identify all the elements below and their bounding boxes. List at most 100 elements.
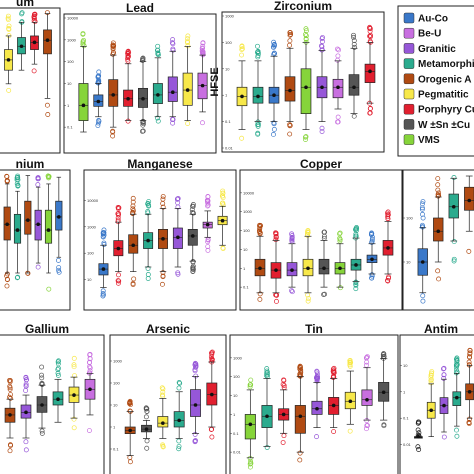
box-1: [4, 377, 16, 454]
box-2: [17, 10, 26, 71]
outlier-point: [273, 230, 279, 236]
outlier-point: [144, 406, 149, 412]
mean-point: [193, 403, 198, 407]
box-9: [217, 188, 228, 251]
y-tick-label: 10: [403, 363, 408, 368]
outlier-point: [314, 368, 320, 374]
box-1: [124, 398, 136, 465]
outlier-point: [155, 47, 161, 53]
outlier-point: [6, 26, 12, 32]
mean-point: [72, 393, 76, 397]
outlier-point: [287, 131, 293, 137]
y-tick-label: 100: [67, 59, 74, 64]
mean-point: [176, 235, 180, 240]
outlier-point: [160, 443, 166, 449]
outlier-point: [116, 272, 121, 278]
mean-point: [436, 229, 441, 234]
outlier-point: [23, 439, 29, 445]
outlier-point: [96, 118, 102, 124]
box-4: [43, 10, 52, 117]
outlier-point: [15, 182, 21, 188]
outlier-point: [110, 46, 116, 52]
outlier-point: [335, 53, 341, 59]
outlier-point: [367, 25, 373, 31]
outlier-point: [303, 134, 309, 140]
outlier-point: [257, 223, 263, 229]
outlier-point: [160, 194, 166, 199]
outlier-point: [32, 19, 38, 24]
box-6: [172, 196, 183, 277]
outlier-point: [71, 425, 77, 431]
outlier-point: [160, 273, 166, 279]
outlier-point: [100, 230, 106, 236]
outlier-point: [176, 446, 182, 452]
legend-label: Metamorphi: [418, 59, 474, 70]
mean-point: [161, 421, 165, 425]
outlier-point: [200, 51, 206, 57]
outlier-point: [351, 113, 357, 119]
outlier-point: [190, 264, 196, 270]
outlier-point: [193, 364, 199, 370]
box-5: [68, 355, 80, 431]
panel-title: um: [16, 0, 34, 9]
mean-point: [156, 93, 160, 97]
outlier-point: [193, 438, 199, 444]
outlier-point: [466, 359, 472, 365]
outlier-point: [416, 419, 421, 425]
y-tick-label: 1000: [67, 37, 77, 42]
mean-point: [19, 44, 24, 49]
outlier-point: [125, 56, 130, 62]
outlier-point: [303, 36, 309, 42]
outlier-point: [305, 228, 311, 234]
outlier-point: [170, 120, 176, 126]
outlier-point: [189, 210, 195, 215]
outlier-point: [46, 174, 52, 180]
mean-point: [210, 392, 214, 397]
outlier-point: [419, 205, 425, 211]
y-tick-label: 0.01: [403, 442, 412, 447]
outlier-point: [7, 448, 13, 454]
box-5: [44, 173, 53, 292]
outlier-point: [46, 286, 52, 292]
outlier-point: [306, 296, 311, 302]
outlier-point: [337, 285, 343, 291]
outlier-point: [281, 378, 287, 383]
outlier-point: [451, 256, 457, 262]
mean-point: [288, 88, 292, 93]
outlier-point: [205, 197, 211, 203]
box-4: [143, 199, 154, 281]
mean-point: [116, 246, 121, 251]
outlier-point: [192, 362, 198, 368]
box-7: [344, 357, 356, 434]
outlier-point: [247, 461, 253, 467]
outlier-point: [45, 112, 51, 117]
mean-point: [46, 228, 51, 232]
outlier-point: [177, 380, 183, 386]
outlier-point: [240, 46, 245, 52]
y-tick-label: 100: [233, 374, 240, 379]
mean-point: [131, 243, 136, 248]
mean-point: [146, 238, 150, 243]
outlier-point: [466, 248, 472, 254]
iqr-box: [300, 68, 312, 115]
outlier-point: [454, 369, 460, 375]
mean-point: [306, 266, 310, 271]
iqr-box: [364, 63, 376, 83]
outlier-point: [23, 388, 29, 393]
outlier-point: [428, 378, 434, 383]
outlier-point: [71, 362, 77, 368]
outlier-point: [14, 177, 20, 183]
outlier-point: [351, 38, 357, 44]
outlier-point: [205, 200, 211, 206]
outlier-point: [248, 377, 254, 383]
box-5: [465, 347, 474, 426]
outlier-point: [190, 203, 195, 209]
mean-point: [336, 85, 340, 90]
mean-point: [161, 237, 165, 241]
outlier-point: [335, 114, 341, 120]
y-tick-label: 0.1: [403, 416, 409, 421]
panel-5: 10 100 1000 10000 Manganese: [83, 157, 237, 311]
outlier-point: [420, 211, 425, 217]
outlier-point: [155, 115, 160, 121]
outlier-point: [351, 34, 357, 40]
